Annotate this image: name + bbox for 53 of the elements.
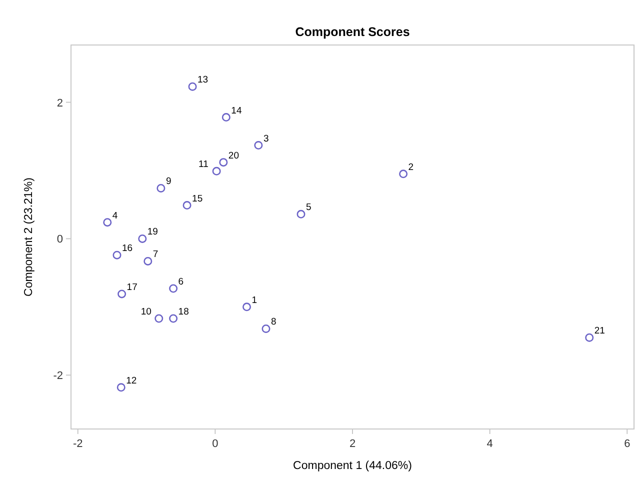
point (103, 218, 112, 227)
point (399, 170, 408, 178)
point (138, 234, 147, 243)
annotation: 10 (140, 306, 152, 318)
point (156, 184, 166, 192)
point (219, 158, 228, 167)
point (262, 324, 270, 333)
point (296, 210, 306, 218)
x-tick-label: 4 (486, 438, 493, 450)
x-axis-title: Component 1 (44.06%) (293, 460, 412, 472)
annotation: 12 (126, 375, 137, 386)
annotation: 14 (231, 105, 242, 116)
point (144, 256, 152, 266)
point (112, 250, 122, 260)
annotation: 5 (306, 202, 312, 214)
point (242, 302, 252, 312)
annotation: 17 (126, 282, 138, 293)
point (222, 113, 230, 122)
point (254, 141, 263, 150)
annotation: 4 (112, 210, 118, 222)
point (116, 383, 126, 392)
point (118, 290, 126, 298)
annotation: 9 (166, 176, 172, 188)
point (188, 82, 197, 91)
annotation: 6 (178, 276, 184, 288)
point (154, 314, 164, 323)
point (212, 166, 221, 176)
annotation: 20 (228, 150, 239, 162)
annotation: 3 (263, 133, 269, 144)
annotation: 13 (198, 74, 208, 86)
y-axis-title: Component 2 (23.21%) (23, 177, 35, 296)
point (585, 333, 594, 342)
annotation: 1 (252, 294, 258, 306)
y-tick-label: 2 (56, 97, 63, 110)
annotation: 2 (408, 162, 414, 173)
point (182, 201, 192, 210)
chart-title: Component Scores (295, 25, 410, 39)
annotation: 19 (147, 226, 158, 238)
x-tick-label: -2 (72, 438, 83, 450)
annotation: 15 (192, 193, 203, 204)
point (169, 314, 178, 323)
annotation: 11 (198, 159, 208, 170)
annotation: 21 (594, 326, 605, 337)
x-tick-label: 2 (349, 438, 356, 450)
annotation: 8 (270, 316, 276, 328)
point (169, 284, 178, 293)
x-tick-label: 6 (624, 438, 630, 450)
annotation: 18 (178, 306, 189, 318)
y-tick-label: -2 (53, 370, 63, 382)
y-tick-label: 0 (56, 234, 63, 246)
annotation: 16 (122, 243, 133, 254)
annotation: 7 (152, 249, 158, 260)
x-tick-label: 0 (212, 438, 218, 450)
